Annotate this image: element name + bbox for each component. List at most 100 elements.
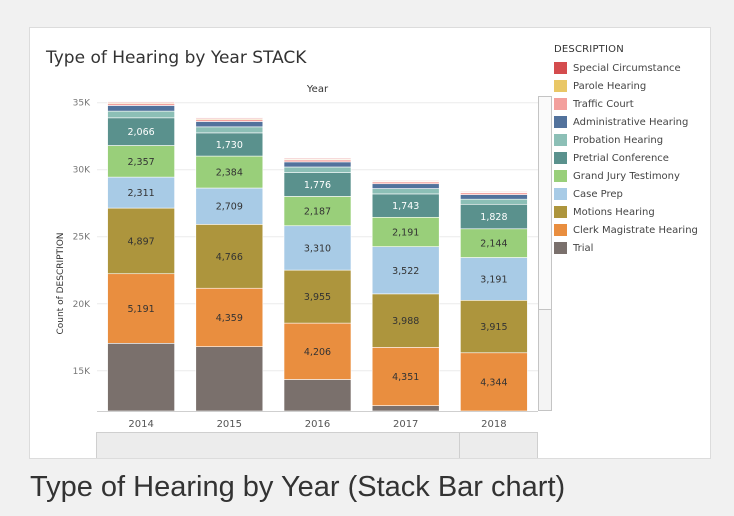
- y-tick-label: 30K: [73, 166, 91, 176]
- data-label: 4,359: [216, 313, 243, 324]
- legend-swatch: [554, 206, 567, 218]
- y-tick-label: 35K: [73, 99, 91, 109]
- legend-swatch: [554, 116, 567, 128]
- x-tick-label: 2017: [393, 419, 418, 430]
- legend-label: Traffic Court: [573, 98, 634, 110]
- legend-scrollbar[interactable]: [538, 96, 552, 411]
- legend-item[interactable]: Probation Hearing: [554, 131, 698, 149]
- legend-swatch: [554, 98, 567, 110]
- data-label: 2,384: [216, 168, 243, 179]
- data-label: 4,344: [480, 377, 507, 388]
- bar-segment: [195, 287, 264, 347]
- bar-segment: [195, 119, 264, 122]
- legend-item[interactable]: Parole Hearing: [554, 77, 698, 95]
- legend-label: Clerk Magistrate Hearing: [573, 224, 698, 236]
- bar-segment: [283, 196, 352, 227]
- data-label: 3,522: [392, 266, 419, 277]
- legend-label: Parole Hearing: [573, 80, 647, 92]
- bar-segment: [107, 273, 175, 344]
- legend-items: Special Circumstance Parole Hearing Traffi…: [554, 59, 698, 257]
- legend-label: Pretrial Conference: [573, 152, 669, 164]
- bar-segment: [460, 299, 528, 354]
- bar-segment: [283, 157, 352, 160]
- data-label: 3,955: [304, 292, 331, 303]
- legend-swatch: [554, 242, 567, 254]
- data-label: 1,743: [392, 201, 419, 212]
- y-tick-label: 20K: [73, 300, 91, 310]
- legend-item[interactable]: Motions Hearing: [554, 203, 698, 221]
- chart-card: Type of Hearing by Year STACK Year 15K 20K…: [29, 27, 711, 459]
- legend-label: Motions Hearing: [573, 206, 655, 218]
- y-tick-label: 25K: [73, 233, 91, 243]
- bar-segment: [107, 105, 175, 112]
- bar-segment: [283, 166, 352, 173]
- bar-segment: [107, 110, 175, 119]
- x-tick-label: 2015: [217, 419, 242, 430]
- y-tick-label: 15K: [73, 367, 91, 377]
- legend-swatch: [554, 188, 567, 200]
- data-label: 2,066: [127, 127, 154, 138]
- bar-segment: [107, 103, 175, 106]
- bar-segment: [371, 216, 440, 247]
- bar-segment: [460, 194, 528, 200]
- bar-segment: [371, 347, 440, 406]
- bar-segment: [107, 343, 175, 412]
- bar-segment: [195, 155, 264, 189]
- data-label: 3,988: [392, 316, 419, 327]
- bar-segment: [460, 228, 528, 258]
- x-tick-label: 2018: [481, 419, 506, 430]
- chart-title: Type of Hearing by Year STACK: [46, 48, 307, 68]
- legend-swatch: [554, 152, 567, 164]
- bar-segment: [107, 176, 175, 209]
- legend-item[interactable]: Grand Jury Testimony: [554, 167, 698, 185]
- legend-item[interactable]: Trial: [554, 239, 698, 257]
- bar-segment: [195, 121, 264, 128]
- bar-segment: [371, 183, 440, 189]
- x-tick-label: 2014: [128, 419, 153, 430]
- bar-segment: [283, 159, 352, 163]
- data-label: 4,766: [216, 252, 243, 263]
- bar-segment: [283, 379, 352, 412]
- legend-swatch: [554, 62, 567, 74]
- bar-segment: [107, 117, 175, 146]
- stacked-bar-chart: Year 15K 20K 25K 30K 35K Count of DESCRIPTION 5…: [56, 84, 538, 430]
- horizontal-scrollbar-divider: [459, 433, 460, 458]
- bar-segment: [195, 346, 264, 412]
- legend-title: DESCRIPTION: [554, 44, 624, 55]
- data-label: 1,828: [480, 212, 507, 223]
- bar-segment: [371, 246, 440, 295]
- data-label: 2,144: [480, 239, 507, 250]
- legend-label: Administrative Hearing: [573, 116, 689, 128]
- legend-item[interactable]: Pretrial Conference: [554, 149, 698, 167]
- legend-swatch: [554, 170, 567, 182]
- bar-segment: [107, 101, 175, 103]
- bar-segment: [371, 180, 440, 182]
- bar-segment: [460, 203, 528, 230]
- legend-label: Special Circumstance: [573, 62, 681, 74]
- legend-label: Grand Jury Testimony: [573, 170, 680, 182]
- legend-item[interactable]: Administrative Hearing: [554, 113, 698, 131]
- y-axis-title: Count of DESCRIPTION: [56, 232, 66, 334]
- bar-segment: [460, 191, 528, 193]
- horizontal-scrollbar[interactable]: [96, 432, 538, 458]
- bar-segment: [283, 269, 352, 324]
- data-label: 1,776: [304, 180, 331, 191]
- legend-item[interactable]: Special Circumstance: [554, 59, 698, 77]
- legend-item[interactable]: Case Prep: [554, 185, 698, 203]
- data-label: 2,357: [127, 157, 154, 168]
- data-label: 2,311: [127, 188, 154, 199]
- data-label: 4,206: [304, 347, 331, 358]
- bar-segment: [460, 198, 528, 205]
- bar-segment: [371, 405, 440, 412]
- bar-segment: [283, 225, 352, 271]
- legend-scrollbar-thumb[interactable]: [539, 97, 551, 310]
- bar-segment: [195, 126, 264, 134]
- data-label: 2,191: [392, 227, 419, 238]
- legend-item[interactable]: Traffic Court: [554, 95, 698, 113]
- bar-segment: [195, 224, 264, 289]
- data-label: 4,351: [392, 372, 419, 383]
- legend-item[interactable]: Clerk Magistrate Hearing: [554, 221, 698, 239]
- legend-label: Case Prep: [573, 188, 623, 200]
- bar-segment: [371, 293, 440, 348]
- figure-caption: Type of Hearing by Year (Stack Bar chart…: [30, 471, 566, 503]
